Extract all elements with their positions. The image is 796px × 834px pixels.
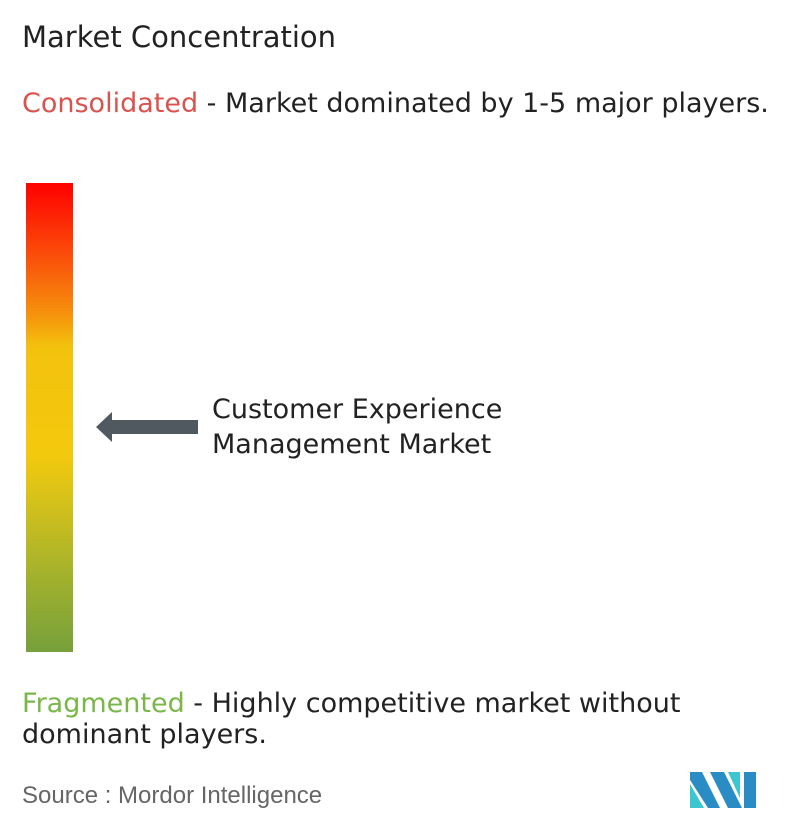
concentration-gradient-bar [26, 183, 73, 652]
fragmented-label: Fragmented [22, 688, 185, 719]
mordor-intelligence-logo [690, 772, 756, 808]
arrow-left-icon [96, 412, 198, 442]
fragmented-description: Fragmented - Highly competitive market w… [22, 688, 792, 750]
market-label: Customer Experience Management Market [212, 394, 503, 460]
consolidated-description: Consolidated - Market dominated by 1-5 m… [22, 88, 792, 119]
page-title: Market Concentration [22, 20, 337, 54]
consolidated-label: Consolidated [22, 88, 199, 119]
source-text: Source : Mordor Intelligence [22, 782, 323, 809]
consolidated-text: - Market dominated by 1-5 major players. [198, 88, 769, 119]
fragmented-text: - Highly competitive market without domi… [22, 688, 681, 750]
